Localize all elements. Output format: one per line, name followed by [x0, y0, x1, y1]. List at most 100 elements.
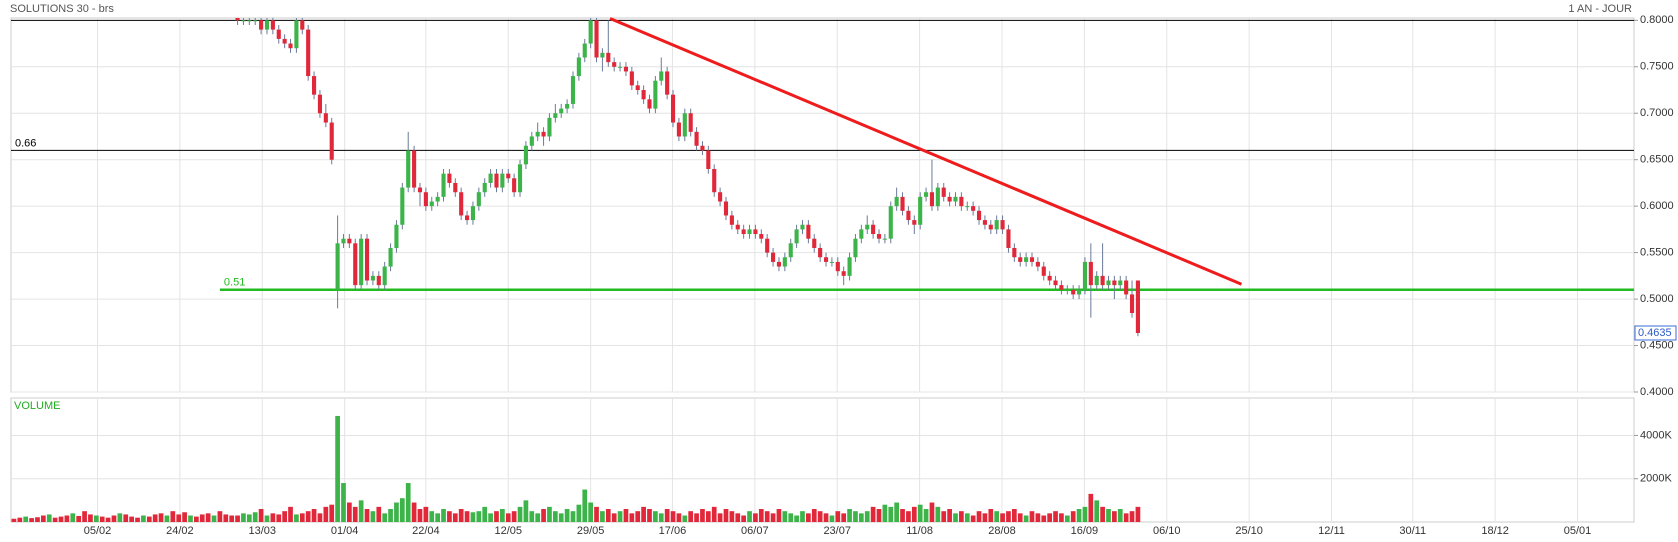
candle-body	[1071, 289, 1076, 295]
volume-bar	[1112, 511, 1117, 522]
volume-bar	[341, 483, 346, 522]
volume-bar	[176, 514, 182, 522]
candle-body	[594, 20, 599, 58]
y-tick-label: 0.4500	[1640, 339, 1674, 351]
candle-body	[476, 192, 481, 207]
volume-bar	[1000, 513, 1005, 522]
x-tick-label: 24/02	[166, 525, 194, 537]
candle-body	[765, 238, 770, 253]
candle-body	[794, 229, 799, 244]
volume-bar	[500, 509, 505, 522]
volume-bar	[517, 506, 523, 522]
volume-title: VOLUME	[14, 400, 60, 412]
candle-body	[323, 113, 328, 123]
candle-body	[959, 196, 964, 207]
volume-bar	[641, 506, 646, 522]
candle-body	[788, 243, 793, 258]
x-tick-label: 22/04	[412, 525, 440, 537]
volume-bar	[1082, 506, 1088, 522]
price-plot	[235, 18, 1140, 337]
candle-body	[688, 113, 693, 132]
volume-bar	[558, 513, 564, 522]
x-tick-label: 23/07	[823, 525, 851, 537]
volume-bar	[41, 515, 46, 522]
candle-body	[735, 224, 740, 230]
candle-body	[976, 210, 982, 221]
candle-body	[394, 224, 399, 248]
candle-body	[276, 29, 281, 39]
volume-bar	[46, 514, 52, 522]
candle-body	[1112, 280, 1117, 286]
x-tick-label: 12/05	[494, 525, 522, 537]
volume-bar	[246, 514, 252, 522]
candle-body	[1118, 280, 1123, 286]
y-tick-label: 0.5000	[1640, 293, 1674, 305]
volume-bar	[764, 511, 770, 522]
candle-body	[364, 238, 370, 281]
candle-body	[453, 182, 458, 193]
volume-bar	[505, 513, 511, 522]
x-tick-label: 01/04	[331, 525, 359, 537]
candle-body	[706, 150, 711, 169]
volume-bar	[711, 506, 717, 522]
candle-body	[953, 196, 958, 202]
y-tick-label: 0.7000	[1640, 107, 1674, 119]
candle-body	[947, 196, 952, 202]
candle-body	[576, 57, 581, 77]
candle-body	[317, 94, 323, 114]
volume-bar	[199, 514, 205, 522]
volume-bar	[64, 515, 70, 522]
volume-bar	[717, 513, 723, 522]
level-label: 0.51	[224, 277, 245, 289]
candle-body	[771, 252, 776, 262]
candle-body	[1029, 257, 1035, 262]
x-tick-label: 13/03	[249, 525, 277, 537]
volume-bar	[52, 517, 58, 522]
volume-bar	[906, 511, 911, 522]
candle-body	[1129, 294, 1135, 314]
candle-body	[647, 99, 652, 109]
candle-body	[288, 43, 293, 49]
candle-body	[1035, 261, 1040, 267]
x-tick-label: 25/10	[1235, 525, 1263, 537]
volume-bar	[135, 517, 140, 522]
candle-body	[818, 247, 823, 258]
volume-bar	[282, 511, 287, 522]
candle-body	[641, 90, 646, 100]
candle-body	[1094, 275, 1099, 286]
candle-body	[682, 113, 687, 137]
level-label: 0.66	[15, 137, 36, 149]
candle-body	[588, 20, 593, 44]
candle-body	[535, 131, 540, 137]
candle-body	[370, 275, 375, 281]
volume-bar	[35, 517, 40, 522]
volume-bar	[258, 509, 264, 522]
candle-body	[659, 71, 664, 81]
volume-bar	[93, 515, 99, 522]
volume-bar	[152, 514, 158, 522]
candle-body	[694, 131, 699, 146]
volume-bar	[146, 516, 152, 522]
volume-bar	[1076, 509, 1082, 522]
candle-body	[753, 229, 758, 235]
candle-body	[888, 206, 893, 239]
candle-body	[835, 261, 840, 272]
candle-body	[971, 206, 976, 211]
last-price-box	[1634, 325, 1677, 341]
y-tick-label: 0.8000	[1640, 14, 1674, 26]
candle-body	[1124, 280, 1129, 295]
volume-bar	[817, 511, 823, 522]
candle-body	[517, 164, 523, 193]
candle-body	[329, 122, 334, 160]
candle-body	[412, 150, 417, 188]
volume-bar	[841, 513, 847, 522]
candle-body	[559, 108, 564, 114]
volume-bar	[629, 513, 635, 522]
y-tick-label: 4000K	[1640, 429, 1672, 441]
candle-body	[912, 220, 917, 225]
candle-body	[876, 234, 882, 239]
volume-bar	[935, 506, 941, 522]
volume-bar	[70, 513, 76, 522]
volume-bar	[864, 511, 870, 522]
volume-bar	[853, 511, 858, 522]
